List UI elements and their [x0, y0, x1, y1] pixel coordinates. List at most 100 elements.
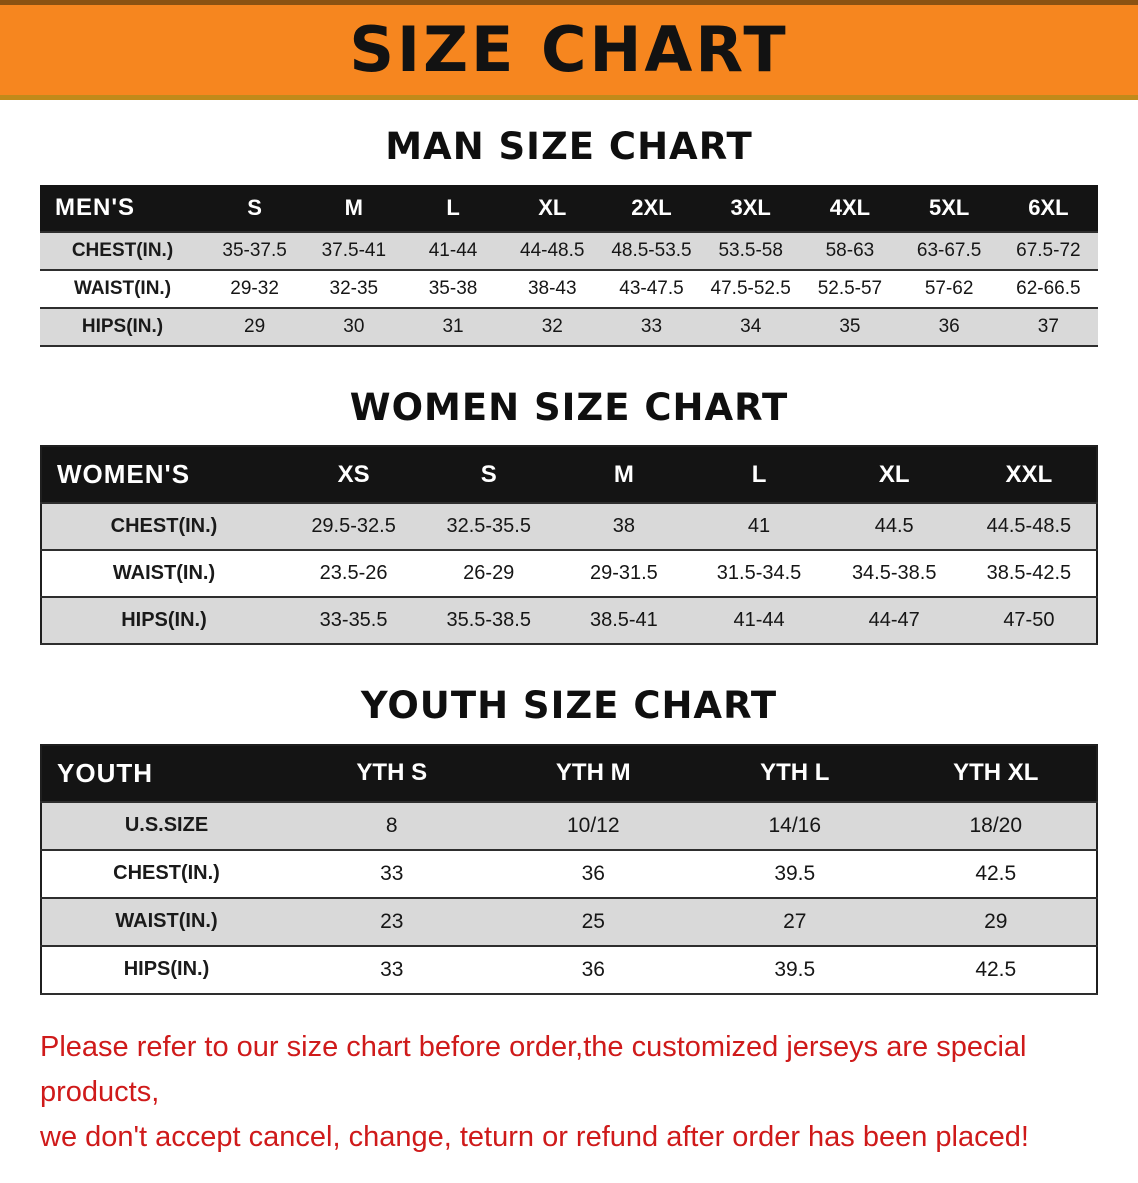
size-column-header: 3XL: [730, 194, 771, 220]
size-value-cell: 31.5-34.5: [716, 562, 802, 585]
size-column-header: M: [344, 194, 363, 220]
size-value-cell: 36: [581, 957, 605, 981]
size-column-header: YTH M: [555, 759, 631, 787]
size-value-cell: 35: [839, 315, 861, 337]
size-value-cell: 52.5-57: [817, 277, 883, 299]
size-value-cell: 37: [1037, 315, 1059, 337]
measurement-label: U.S.SIZE: [124, 814, 209, 837]
measurement-label: HIPS(IN.): [81, 315, 164, 337]
size-value-cell: 37.5-41: [321, 239, 387, 261]
size-column-header: L: [751, 460, 767, 488]
table-header-row: MEN'S S M L XL 2XL 3XL 4XL 5XL 6XL: [40, 184, 1098, 232]
size-value-cell: 38: [612, 515, 636, 538]
size-charts-main: MAN SIZE CHART MEN'S S M L XL 2XL 3XL 4XL 5XL 6XL…: [0, 125, 1138, 995]
size-value-cell: 36: [938, 315, 960, 337]
women-section-heading: WOMEN SIZE CHART: [349, 385, 789, 429]
disclaimer-line-1: Please refer to our size chart before or…: [40, 1030, 1027, 1108]
size-value-cell: 67.5-72: [1016, 239, 1081, 261]
size-value-cell: 33: [380, 861, 404, 885]
size-value-cell: 32-35: [329, 277, 379, 299]
size-value-cell: 26-29: [463, 562, 515, 585]
size-value-cell: 25: [581, 909, 605, 933]
size-value-cell: 29-32: [230, 277, 279, 299]
table-corner-label: MEN'S: [55, 193, 136, 221]
size-column-header: XXL: [1005, 460, 1053, 488]
size-value-cell: 42.5: [975, 861, 1017, 885]
size-value-cell: 32.5-35.5: [446, 515, 531, 538]
size-column-header: YTH S: [356, 759, 428, 787]
size-value-cell: 38.5-41: [589, 609, 658, 632]
measurement-label: CHEST(IN.): [71, 239, 174, 261]
size-value-cell: 33: [380, 957, 404, 981]
size-value-cell: 42.5: [975, 957, 1017, 981]
size-value-cell: 27: [783, 909, 807, 933]
disclaimer: Please refer to our size chart before or…: [40, 1025, 1100, 1160]
size-value-cell: 29: [984, 909, 1008, 933]
size-column-header: 5XL: [928, 194, 970, 220]
page-title: SIZE CHART: [349, 13, 789, 86]
table-row: HIPS(IN.) 29 30 31 32 33 34 35 36 37: [40, 307, 1098, 346]
measurement-label: CHEST(IN.): [110, 515, 218, 538]
youth-size-table: YOUTH YTH S YTH M YTH L YTH XL U.S.SIZE 8 10/12…: [40, 743, 1098, 995]
measurement-label: WAIST(IN.): [73, 277, 172, 299]
size-value-cell: 41-44: [733, 609, 785, 632]
size-value-cell: 29: [244, 315, 266, 337]
women-size-table: WOMEN'S XS S M L XL XXL CHEST(IN.) 29.5-32.5 32.5…: [40, 445, 1098, 646]
table-row: WAIST(IN.) 23 25 27 29: [41, 897, 1097, 946]
size-value-cell: 63-67.5: [916, 239, 982, 261]
size-value-cell: 14/16: [768, 813, 822, 837]
table-row: U.S.SIZE 8 10/12 14/16 18/20: [41, 801, 1097, 850]
size-column-header: YTH L: [760, 759, 830, 787]
size-value-cell: 23.5-26: [319, 562, 388, 585]
size-value-cell: 39.5: [774, 957, 816, 981]
size-column-header: 2XL: [631, 194, 672, 220]
table-header-row: YOUTH YTH S YTH M YTH L YTH XL: [41, 744, 1097, 802]
size-column-header: S: [480, 460, 497, 488]
size-value-cell: 38.5-42.5: [986, 562, 1072, 585]
section-youth: YOUTH SIZE CHART YOUTH YTH S YTH M YTH L YTH…: [0, 685, 1138, 995]
size-value-cell: 41-44: [428, 239, 478, 261]
size-value-cell: 35-38: [428, 277, 478, 299]
size-value-cell: 47-50: [1003, 609, 1055, 632]
size-value-cell: 36: [581, 861, 605, 885]
table-header-row: WOMEN'S XS S M L XL XXL: [41, 446, 1097, 504]
table-row: HIPS(IN.) 33 36 39.5 42.5: [41, 945, 1097, 994]
disclaimer-line-2: we don't accept cancel, change, teturn o…: [40, 1120, 1029, 1153]
size-value-cell: 8: [385, 813, 398, 837]
size-value-cell: 10/12: [566, 813, 620, 837]
size-column-header: L: [446, 194, 460, 220]
section-men: MAN SIZE CHART MEN'S S M L XL 2XL 3XL 4XL 5XL 6XL…: [0, 125, 1138, 347]
men-section-heading: MAN SIZE CHART: [385, 125, 753, 168]
youth-section-heading: YOUTH SIZE CHART: [360, 684, 778, 728]
banner: SIZE CHART: [0, 0, 1138, 100]
table-row: WAIST(IN.) 29-32 32-35 35-38 38-43 43-47.5 47.…: [40, 269, 1098, 308]
size-column-header: XS: [337, 460, 370, 488]
size-value-cell: 33-35.5: [319, 609, 388, 632]
size-value-cell: 35.5-38.5: [446, 609, 531, 632]
size-value-cell: 31: [442, 315, 464, 337]
size-column-header: S: [247, 194, 262, 220]
size-value-cell: 58-63: [825, 239, 875, 261]
size-value-cell: 32: [541, 315, 563, 337]
size-value-cell: 57-62: [924, 277, 974, 299]
size-value-cell: 18/20: [969, 813, 1023, 837]
size-value-cell: 29.5-32.5: [311, 515, 396, 538]
measurement-label: CHEST(IN.): [113, 862, 220, 885]
table-corner-label: YOUTH: [57, 757, 153, 788]
size-column-header: XL: [538, 194, 567, 220]
size-column-header: M: [613, 460, 634, 488]
table-row: CHEST(IN.) 33 36 39.5 42.5: [41, 849, 1097, 898]
size-value-cell: 41: [747, 515, 771, 538]
size-value-cell: 30: [343, 315, 365, 337]
size-value-cell: 34.5-38.5: [851, 562, 937, 585]
size-value-cell: 47.5-52.5: [710, 277, 791, 299]
table-row: CHEST(IN.) 35-37.5 37.5-41 41-44 44-48.5 48.5…: [40, 231, 1098, 270]
size-value-cell: 44.5-48.5: [986, 515, 1072, 538]
size-value-cell: 38-43: [527, 277, 577, 299]
table-corner-label: WOMEN'S: [57, 459, 191, 490]
size-column-header: XL: [878, 460, 910, 488]
size-value-cell: 34: [740, 315, 762, 337]
size-value-cell: 44.5: [874, 515, 914, 538]
size-value-cell: 29-31.5: [589, 562, 658, 585]
table-row: WAIST(IN.) 23.5-26 26-29 29-31.5 31.5-34.5 34…: [41, 550, 1097, 598]
